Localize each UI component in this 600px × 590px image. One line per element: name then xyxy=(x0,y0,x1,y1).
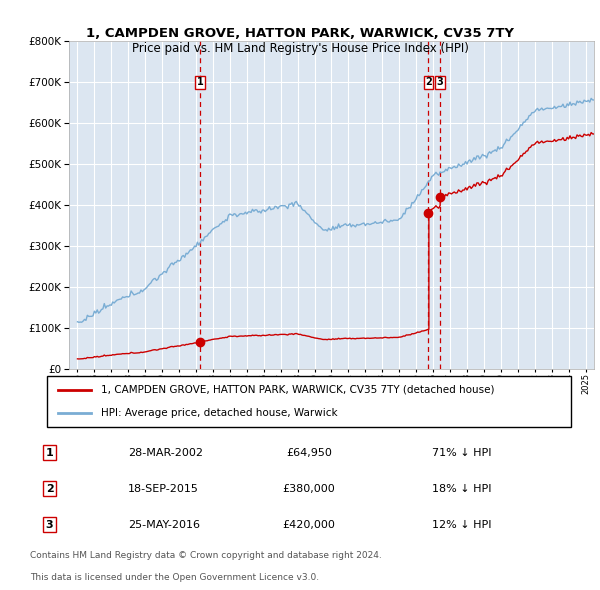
Text: 12% ↓ HPI: 12% ↓ HPI xyxy=(432,520,491,530)
Text: £380,000: £380,000 xyxy=(283,484,335,494)
Text: 1, CAMPDEN GROVE, HATTON PARK, WARWICK, CV35 7TY (detached house): 1, CAMPDEN GROVE, HATTON PARK, WARWICK, … xyxy=(101,385,495,395)
Text: 18% ↓ HPI: 18% ↓ HPI xyxy=(432,484,491,494)
Text: 28-MAR-2002: 28-MAR-2002 xyxy=(128,448,203,457)
Text: 3: 3 xyxy=(437,77,443,87)
Text: £420,000: £420,000 xyxy=(283,520,335,530)
Text: 71% ↓ HPI: 71% ↓ HPI xyxy=(432,448,491,457)
Text: 2: 2 xyxy=(425,77,432,87)
Text: 1, CAMPDEN GROVE, HATTON PARK, WARWICK, CV35 7TY: 1, CAMPDEN GROVE, HATTON PARK, WARWICK, … xyxy=(86,27,514,40)
Text: 1: 1 xyxy=(197,77,203,87)
Text: Price paid vs. HM Land Registry's House Price Index (HPI): Price paid vs. HM Land Registry's House … xyxy=(131,42,469,55)
Text: Contains HM Land Registry data © Crown copyright and database right 2024.: Contains HM Land Registry data © Crown c… xyxy=(30,550,382,560)
Text: This data is licensed under the Open Government Licence v3.0.: This data is licensed under the Open Gov… xyxy=(30,573,319,582)
Text: 1: 1 xyxy=(46,448,53,457)
Text: 2: 2 xyxy=(46,484,53,494)
Text: £64,950: £64,950 xyxy=(286,448,332,457)
Text: 25-MAY-2016: 25-MAY-2016 xyxy=(128,520,200,530)
Text: 18-SEP-2015: 18-SEP-2015 xyxy=(128,484,199,494)
Text: 3: 3 xyxy=(46,520,53,530)
Text: HPI: Average price, detached house, Warwick: HPI: Average price, detached house, Warw… xyxy=(101,408,338,418)
